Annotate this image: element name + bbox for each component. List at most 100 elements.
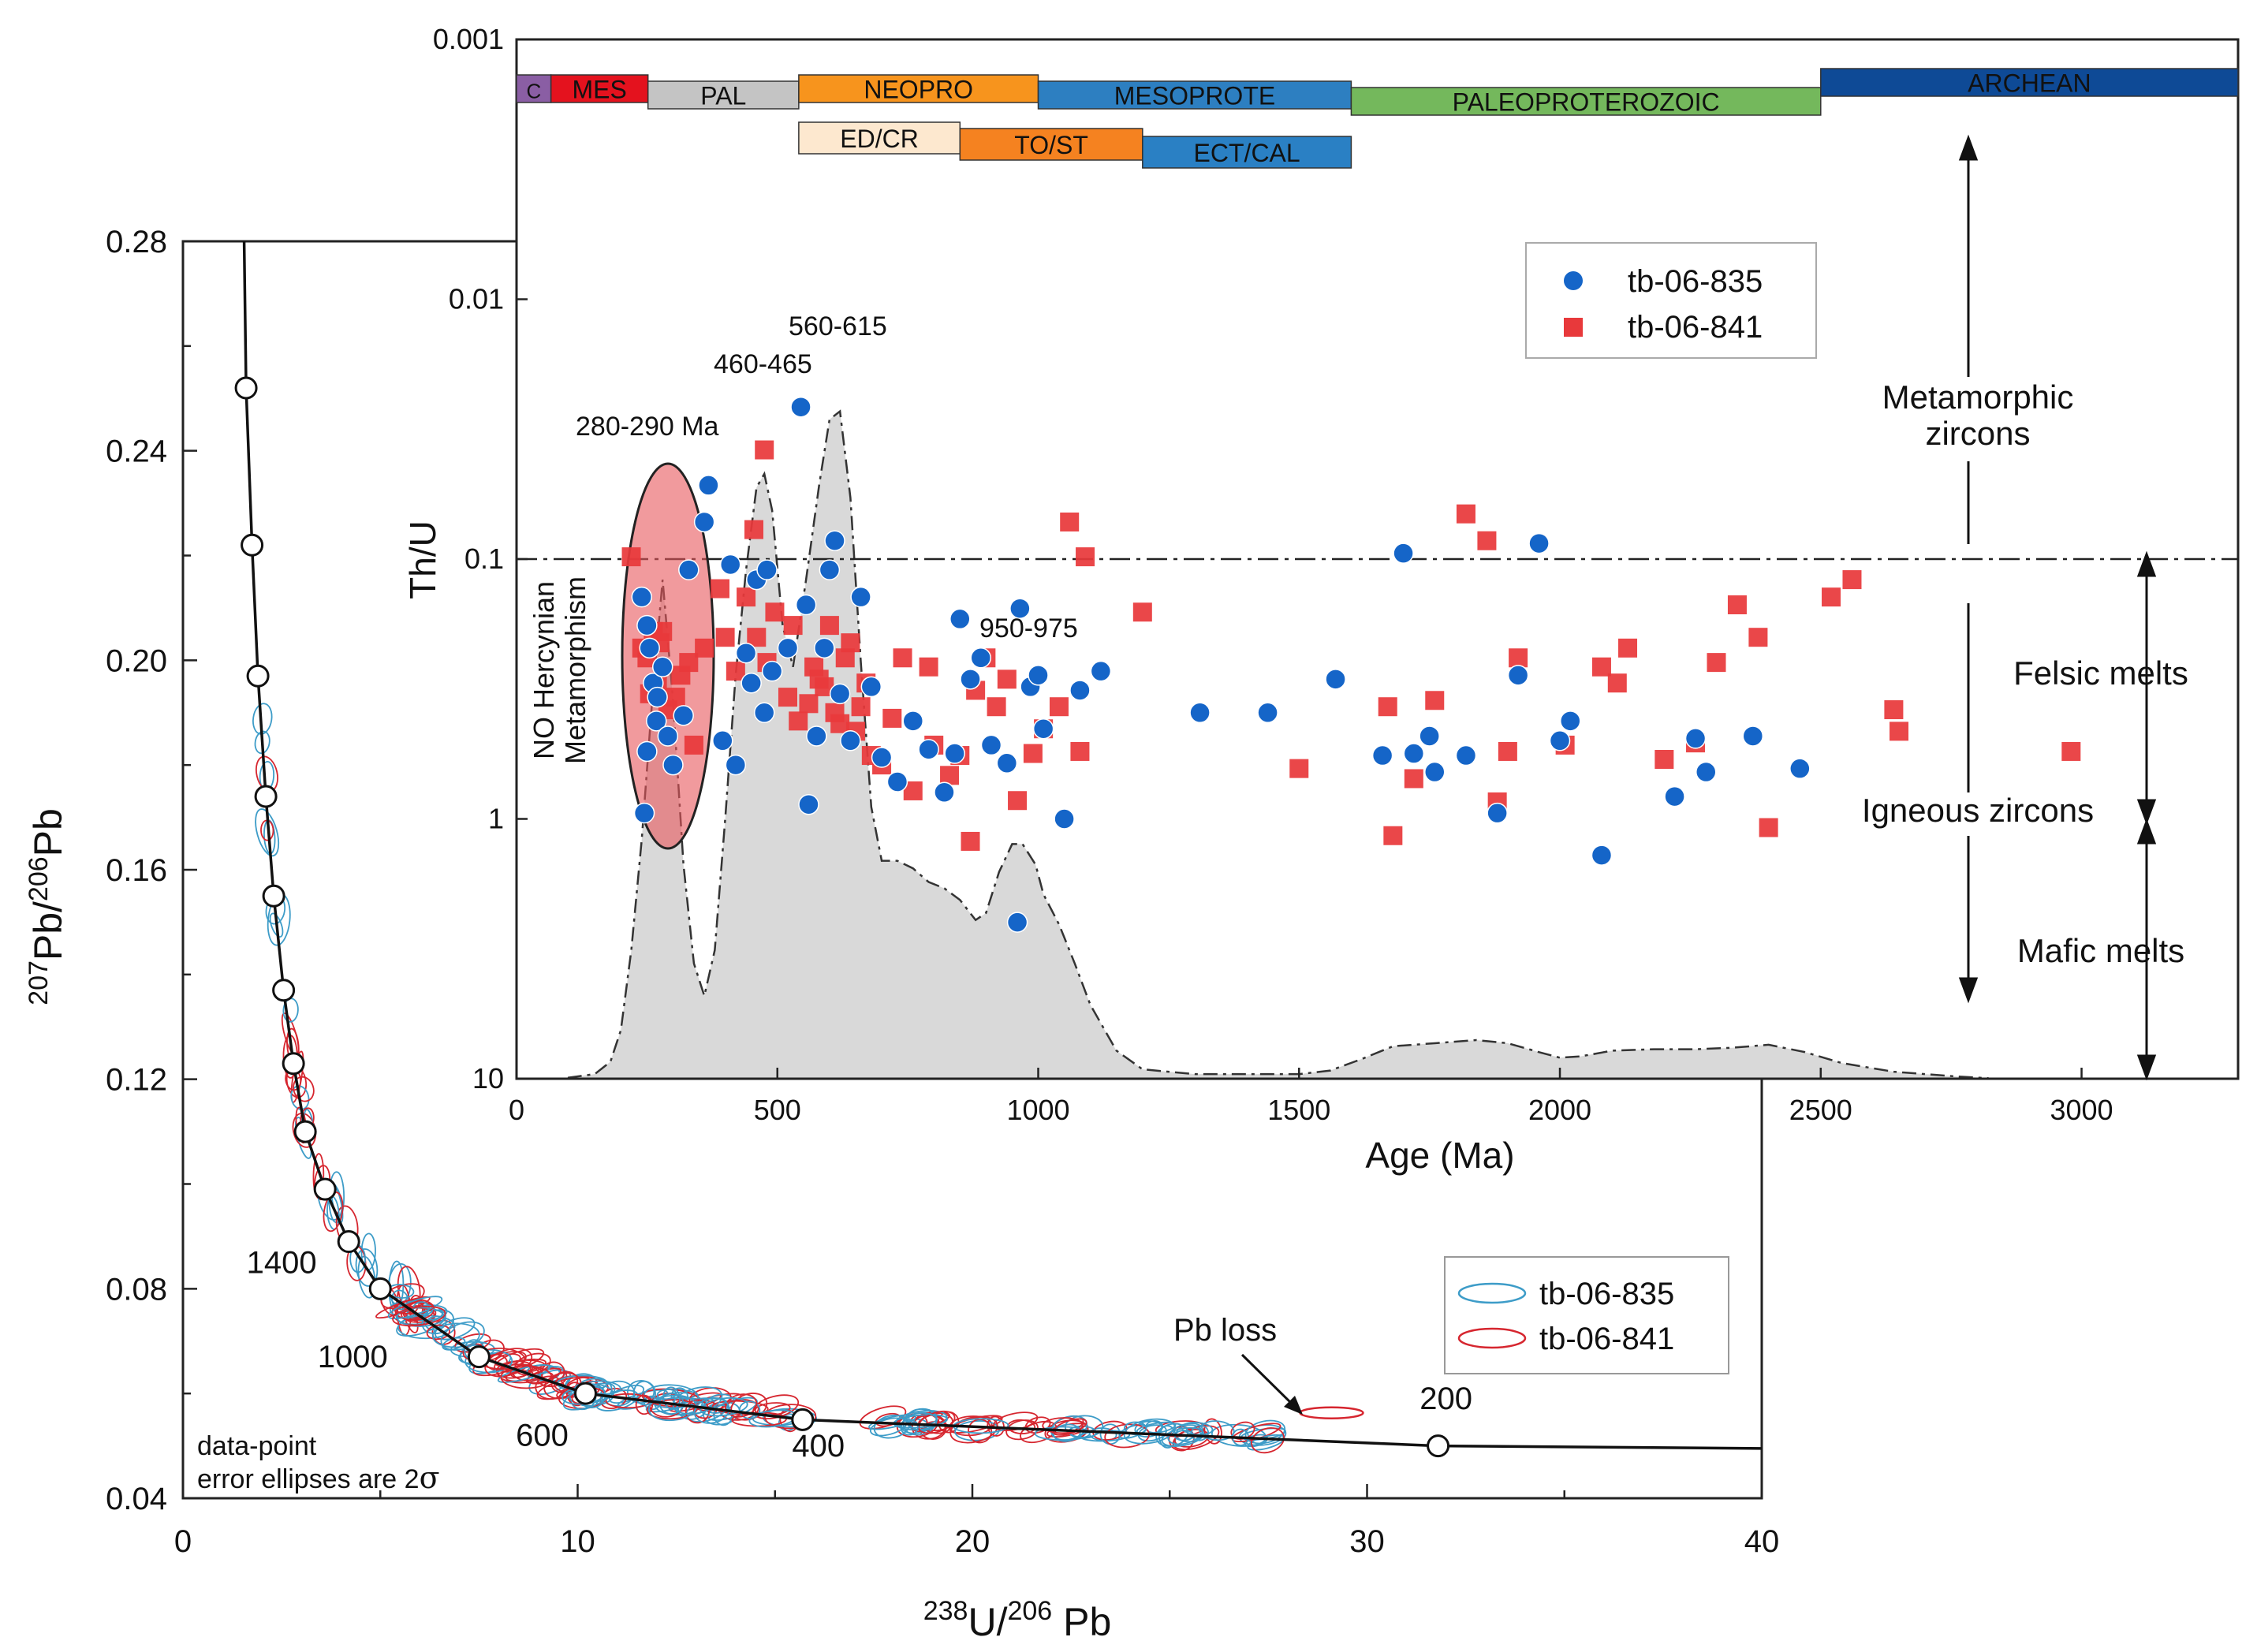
thu-point-841: [1477, 531, 1497, 550]
legend-label-841: tb-06-841: [1539, 1322, 1674, 1356]
data-ellipse: [543, 1372, 582, 1400]
data-ellipse: [355, 1248, 379, 1287]
period-bar: [647, 80, 800, 110]
data-ellipse: [426, 1324, 451, 1341]
data-ellipse: [431, 1322, 480, 1348]
thu-point-841: [684, 735, 703, 755]
thu-point-841: [1822, 587, 1841, 607]
thu-point-835: [1371, 744, 1393, 766]
legend-marker-841: [1564, 318, 1583, 337]
thu-point-835: [1009, 598, 1031, 619]
thu-point-835: [790, 396, 811, 418]
data-ellipse: [949, 1415, 1003, 1434]
x-axis-label: 238U/206 Pb: [923, 1596, 1112, 1644]
data-ellipse: [859, 1405, 907, 1430]
data-ellipse: [254, 730, 270, 755]
thu-point-835: [902, 710, 924, 732]
thu-point-835: [980, 734, 1002, 756]
thu-point-841: [1425, 691, 1445, 710]
igneous-label: Igneous zircons: [1862, 792, 2094, 829]
thu-point-841: [940, 766, 960, 785]
thu-point-841: [1060, 512, 1080, 531]
data-ellipse: [397, 1266, 421, 1315]
data-ellipse: [293, 1076, 315, 1102]
thu-point-835: [753, 702, 775, 724]
concordia-age-node: [272, 979, 296, 1002]
age-x-tick-label: 1000: [1006, 1094, 1069, 1126]
thu-point-835: [756, 559, 778, 580]
data-ellipse: [1034, 1426, 1091, 1441]
data-ellipse: [536, 1367, 568, 1388]
thu-point-835: [949, 608, 971, 630]
thu-point-835: [1257, 702, 1278, 724]
period-bar-label: ED/CR: [840, 125, 919, 153]
concordia-ticks: 0 10 20 30 400.040.080.120.160.200.240.28: [106, 225, 1779, 1559]
thu-point-835: [735, 642, 757, 664]
thu-point-835: [1696, 761, 1717, 783]
legend-marker-835: [1564, 271, 1583, 290]
thu-point-835: [1069, 680, 1091, 701]
thu-point-835: [829, 683, 851, 705]
data-ellipse: [1251, 1426, 1285, 1454]
felsic-arrowhead-bottom: [2136, 799, 2157, 826]
thu-point-835: [673, 705, 694, 726]
thu-point-841: [1456, 504, 1475, 524]
thu-point-835: [944, 743, 965, 764]
thu-point-835: [1528, 532, 1550, 554]
concordia-plot: 0 10 20 30 400.040.080.120.160.200.240.28 1 4…: [24, 225, 1779, 1644]
concordia-age-node: [467, 1345, 491, 1369]
thu-point-835: [798, 793, 819, 815]
concordia-age-node: [262, 884, 285, 908]
thu-point-835: [1032, 718, 1054, 740]
concordia-y-tick-label: 0.12: [106, 1063, 167, 1098]
period-bar: [798, 74, 1039, 103]
thu-point-835: [719, 554, 741, 576]
peak-label-280: 280-290 Ma: [576, 412, 719, 442]
thu-point-835: [651, 656, 673, 677]
concordia-x-tick-label: 40: [1744, 1524, 1780, 1559]
thu-point-841: [1707, 653, 1726, 673]
data-ellipse: [917, 1410, 956, 1434]
y-axis-label: 207Pb/206Pb: [24, 808, 70, 1005]
data-ellipse: [869, 1417, 908, 1437]
concordia-legend: tb-06-835 tb-06-841: [1444, 1256, 1729, 1374]
pb-loss-arrow: [1240, 1353, 1295, 1407]
thu-point-841: [1748, 628, 1768, 647]
thu-point-835: [646, 710, 667, 732]
concordia-age-node: [234, 376, 258, 400]
data-ellipse: [711, 1400, 769, 1415]
peak-label-950: 950-975: [979, 613, 1078, 643]
thu-point-841: [755, 440, 774, 460]
age-y-axis-label: Th/U: [402, 520, 443, 599]
concordia-age-node: [574, 1382, 598, 1405]
age-y-tick-label: 1: [488, 803, 504, 835]
age-x-tick-label: 2000: [1528, 1094, 1591, 1126]
metamorphic-label-2: zircons: [1925, 415, 2030, 452]
thu-point-841: [919, 657, 938, 677]
period-bar-label: ECT/CAL: [1194, 139, 1300, 167]
thu-point-841: [893, 648, 912, 668]
metamorphic-label-1: Metamorphic: [1882, 379, 2074, 416]
data-ellipse: [1042, 1417, 1084, 1434]
geologic-period-bars: C MES PAL NEOPRO MESOPROTE PALEOPROTEROZOIC AR…: [516, 68, 2239, 169]
thu-point-835: [871, 747, 893, 768]
thu-point-841: [621, 547, 641, 567]
data-ellipse: [528, 1369, 572, 1395]
data-ellipse: [1199, 1420, 1235, 1441]
thu-point-841: [789, 711, 808, 731]
data-ellipse: [412, 1301, 430, 1316]
period-bar: [1037, 80, 1352, 110]
period-bar: [798, 121, 961, 155]
thu-point-841: [1727, 595, 1747, 615]
data-ellipse: [1005, 1419, 1039, 1441]
legend-ellipse-835: [1457, 1282, 1527, 1304]
pb-loss-label: Pb loss: [1173, 1313, 1277, 1348]
concordia-y-tick-label: 0.20: [106, 643, 167, 678]
thu-point-841: [666, 688, 685, 707]
thu-point-841: [1618, 638, 1638, 658]
peak-label-560: 560-615: [789, 311, 887, 341]
concordia-age-node: [368, 1277, 392, 1300]
thu-point-841: [1759, 818, 1778, 837]
age-x-tick-label: 500: [754, 1094, 801, 1126]
age-legend-box: [1525, 242, 1817, 359]
